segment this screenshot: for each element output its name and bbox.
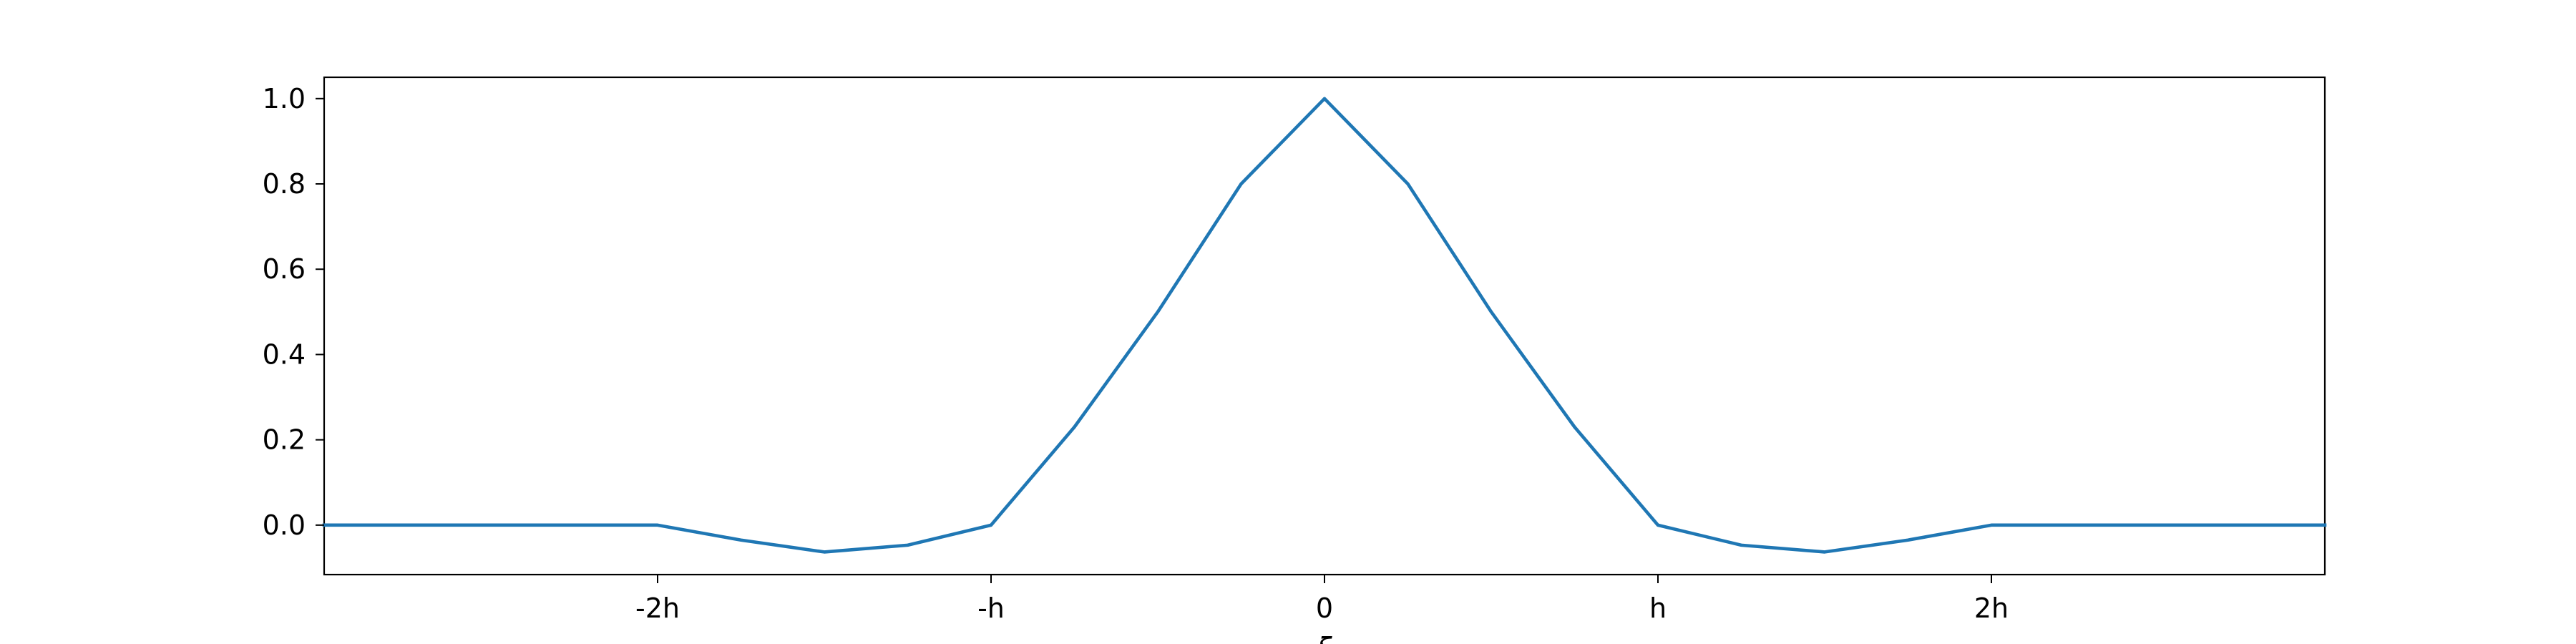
y-tick-label: 0.6	[263, 253, 306, 285]
x-tick-label: -2h	[635, 592, 680, 624]
plot-area	[322, 76, 2327, 576]
x-tick-label: 0	[1316, 592, 1333, 624]
y-tick-label: 0.0	[263, 509, 306, 541]
x-tick-label: 2h	[1974, 592, 2009, 624]
plot-frame	[323, 76, 2326, 576]
y-tick-label: 0.4	[263, 338, 306, 370]
y-tick-label: 0.8	[263, 168, 306, 200]
y-tick-label: 0.2	[263, 424, 306, 456]
x-axis-label: ξ	[1316, 632, 1332, 644]
x-tick-label: h	[1649, 592, 1667, 624]
x-tick-label: -h	[977, 592, 1005, 624]
y-tick-label: 1.0	[263, 83, 306, 114]
series-line-0	[322, 97, 2327, 554]
y-axis: 0.0 0.2 0.4 0.6 0.8 1.0	[263, 83, 324, 541]
x-axis: -2h -h 0 h 2h	[635, 575, 2009, 624]
